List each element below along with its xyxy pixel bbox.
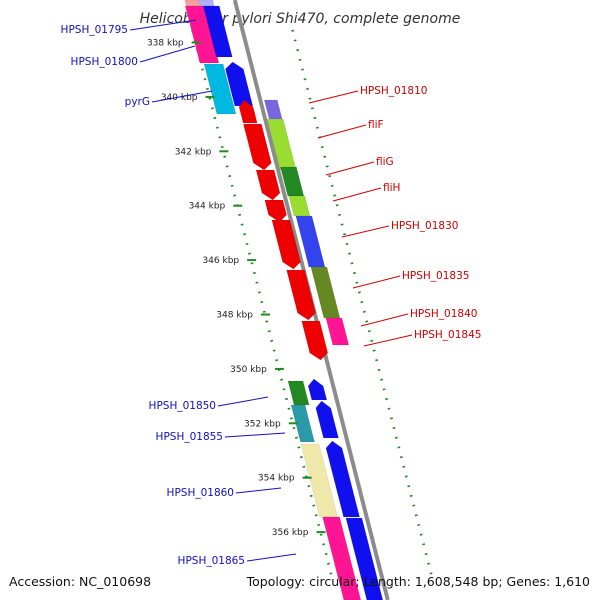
gene-label: HPSH_01800 (71, 56, 138, 68)
gene-label: HPSH_01835 (402, 270, 469, 282)
right-dotted-track (291, 29, 433, 576)
gene-label: HPSH_01840 (410, 308, 477, 320)
tick-label: 350 kbp (230, 365, 267, 375)
gene-label: HPSH_01845 (414, 329, 481, 341)
gene-block-13 (264, 199, 287, 223)
gene-label: HPSH_01795 (61, 24, 128, 36)
gene-block-2 (198, 0, 215, 7)
gene-block-15 (271, 219, 301, 270)
left-dotted-track (191, 29, 333, 576)
label-pointer (139, 45, 196, 63)
gene-block-20 (325, 317, 350, 346)
label-pointer (308, 90, 359, 104)
tick-label: 348 kbp (216, 311, 253, 321)
gene-block-27 (322, 516, 362, 600)
gene-block-26 (325, 440, 360, 518)
genome-summary-text: Topology: circular; Length: 1,608,548 bp… (246, 574, 590, 589)
gene-label: fliG (376, 156, 394, 168)
kbp-ticks: 338 kbp 340 kbp 342 kbp 344 kbp 346 kbp 348 k… (147, 39, 326, 538)
gene-block-17 (286, 269, 316, 321)
tick-label: 344 kbp (189, 202, 226, 212)
tick-label: 340 kbp (161, 93, 198, 103)
label-pointer (129, 19, 197, 31)
gene-block-21 (287, 380, 310, 406)
accession-text: Accession: NC_010698 (9, 574, 151, 589)
gene-blocks (184, 0, 384, 600)
gene-block-24 (315, 400, 339, 439)
label-pointer (363, 334, 413, 347)
gene-block-4 (202, 5, 233, 58)
label-pointer (352, 275, 401, 289)
tick-label: 354 kbp (258, 474, 295, 484)
label-pointer (325, 161, 375, 176)
gene-label: pyrG (125, 96, 150, 108)
tick-label: 356 kbp (272, 528, 309, 538)
label-pointer (217, 396, 269, 407)
right-gene-labels: HPSH_01810 fliF fliG fliH HPSH_01830 HPSH_018… (308, 85, 481, 347)
left-gene-labels: HPSH_01795 HPSH_01800 pyrG HPSH_01850 HPSH_0… (61, 19, 297, 567)
tick-dot-tracks (191, 29, 433, 576)
gene-block-11 (255, 169, 281, 201)
label-pointer (332, 187, 382, 202)
gene-label: HPSH_01865 (178, 555, 245, 567)
tick-label: 352 kbp (244, 419, 281, 429)
gene-label: HPSH_01860 (167, 487, 234, 499)
gene-label: HPSH_01855 (156, 431, 223, 443)
gene-label: HPSH_01830 (391, 220, 458, 232)
gene-block-23 (290, 404, 315, 443)
gene-label: fliF (368, 119, 384, 131)
label-pointer (246, 553, 297, 562)
gene-label: HPSH_01850 (149, 400, 216, 412)
gene-block-28 (345, 517, 384, 600)
label-pointer (341, 225, 390, 238)
gene-block-9 (243, 123, 272, 171)
tick-label: 338 kbp (147, 39, 184, 49)
label-pointer (360, 313, 409, 327)
label-pointer (235, 487, 282, 494)
label-pointer (224, 432, 286, 438)
tick-label: 346 kbp (202, 256, 239, 266)
gene-block-8 (238, 99, 258, 124)
gene-block-22 (307, 378, 328, 401)
gene-label: fliH (383, 182, 400, 194)
label-pointer (317, 124, 367, 139)
gene-label: HPSH_01810 (360, 85, 427, 97)
gene-block-14 (288, 195, 311, 217)
label-pointer (151, 90, 213, 103)
gene-block-19 (301, 320, 329, 361)
tick-label: 342 kbp (175, 147, 212, 157)
